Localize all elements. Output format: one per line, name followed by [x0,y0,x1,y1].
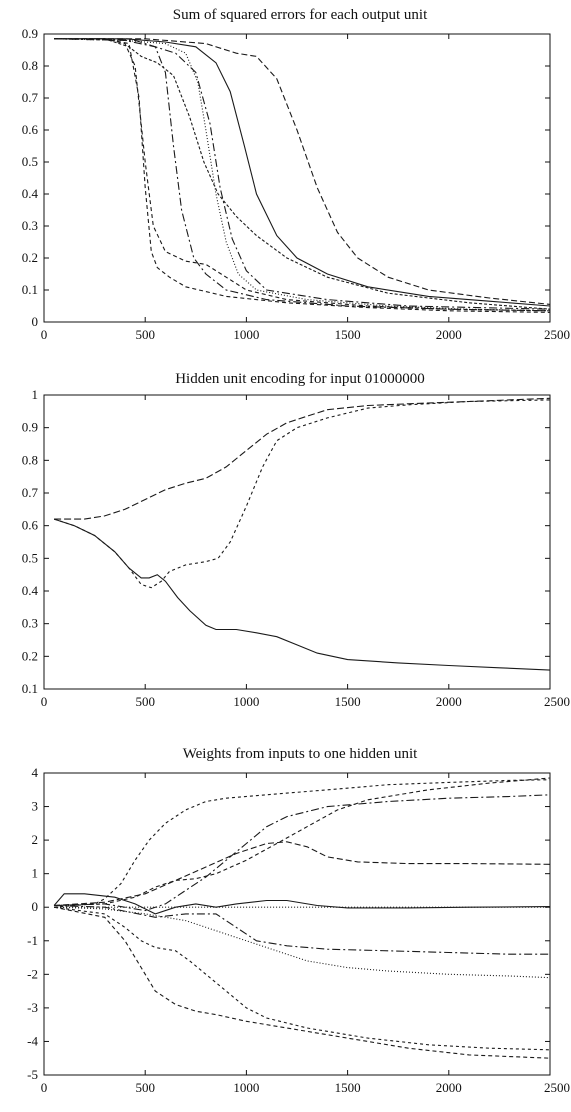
axis-ticks: 0 500 1000 1500 2000 2500 0 0.1 0.2 0.3 0.4 0.5 0.6 0… [22,26,570,342]
y-tick-label: 0.4 [22,583,39,598]
chart-title: Weights from inputs to one hidden unit [183,746,418,762]
x-tick-label: 2500 [544,327,570,342]
series-line-1 [54,779,551,908]
y-tick-label: 0 [32,899,39,914]
y-tick-label: 0.9 [22,26,38,41]
y-tick-label: -4 [27,1033,38,1048]
y-tick-label: -1 [27,933,38,948]
x-tick-label: 2000 [436,1080,462,1095]
x-tick-label: 0 [41,694,48,709]
series-line-7 [54,38,551,307]
chart-title: Hidden unit encoding for input 01000000 [175,371,425,387]
x-tick-label: 1500 [335,694,361,709]
x-tick-label: 2500 [544,694,570,709]
axis-ticks: 0 500 1000 1500 2000 2500 0.1 0.2 0.3 0.4 0.5 0.6 0.… [22,387,570,709]
series-lines [54,38,551,313]
x-tick-label: 1000 [233,327,259,342]
axis-ticks: 0 500 1000 1500 2000 2500 -5 -4 -3 -2 -1 0 1 2 3 4 [27,765,570,1095]
y-tick-label: 0.5 [22,154,38,169]
series-line-1 [53,518,551,671]
x-tick-label: 2000 [436,694,462,709]
y-tick-label: 0.2 [22,250,38,265]
x-tick-label: 2500 [544,1080,570,1095]
y-tick-label: 1 [32,387,39,402]
series-line-10 [53,906,551,1059]
series-lines [53,397,551,671]
series-line-4 [54,841,551,907]
panel-hidden-encoding: Hidden unit encoding for input 01000000 … [22,371,570,709]
y-tick-label: 0.3 [22,218,38,233]
y-tick-label: 0.1 [22,681,38,696]
y-tick-label: 0 [32,314,39,329]
y-tick-label: 0.7 [22,485,39,500]
y-tick-label: 0.4 [22,186,39,201]
plot-frame [43,772,551,1076]
x-tick-label: 500 [135,1080,155,1095]
y-tick-label: 0.6 [22,518,39,533]
y-tick-label: 4 [32,765,39,780]
x-tick-label: 1500 [335,1080,361,1095]
y-tick-label: 0.6 [22,122,39,137]
y-tick-label: 0.3 [22,616,38,631]
panel-weights: Weights from inputs to one hidden unit 0… [27,746,570,1095]
series-line-3 [54,38,551,312]
panel-sse: Sum of squared errors for each output un… [22,7,570,342]
x-tick-label: 500 [135,327,155,342]
x-tick-label: 0 [41,327,48,342]
series-line-7 [54,904,550,955]
series-line-8 [54,38,551,305]
plot-frame [43,33,551,323]
x-tick-label: 1000 [233,1080,259,1095]
y-tick-label: -2 [27,966,38,981]
series-line-8 [54,906,551,979]
series-line-9 [54,906,551,1051]
y-tick-label: 0.8 [22,58,38,73]
series-line-2 [53,399,551,589]
series-line-4 [54,38,551,312]
y-tick-label: 0.8 [22,452,38,467]
series-line-3 [54,397,551,520]
y-tick-label: 0.5 [22,550,38,565]
series-line-1 [54,38,551,313]
plot-frame [43,394,551,690]
y-tick-label: 0.7 [22,90,39,105]
y-tick-label: -3 [27,1000,38,1015]
series-line-6 [54,38,551,310]
series-line-5 [54,38,551,310]
series-line-2 [54,38,551,312]
y-tick-label: -5 [27,1067,38,1082]
x-tick-label: 1000 [233,694,259,709]
x-tick-label: 2000 [436,327,462,342]
y-tick-label: 0.9 [22,420,38,435]
y-tick-label: 1 [32,866,39,881]
series-lines [53,777,551,1059]
y-tick-label: 0.2 [22,648,38,663]
y-tick-label: 2 [32,832,39,847]
x-tick-label: 1500 [335,327,361,342]
y-tick-label: 3 [32,799,39,814]
series-line-2 [54,794,551,912]
series-line-5 [53,893,551,915]
y-tick-label: 0.1 [22,282,38,297]
x-tick-label: 500 [135,694,155,709]
x-tick-label: 0 [41,1080,48,1095]
chart-title: Sum of squared errors for each output un… [173,7,428,23]
